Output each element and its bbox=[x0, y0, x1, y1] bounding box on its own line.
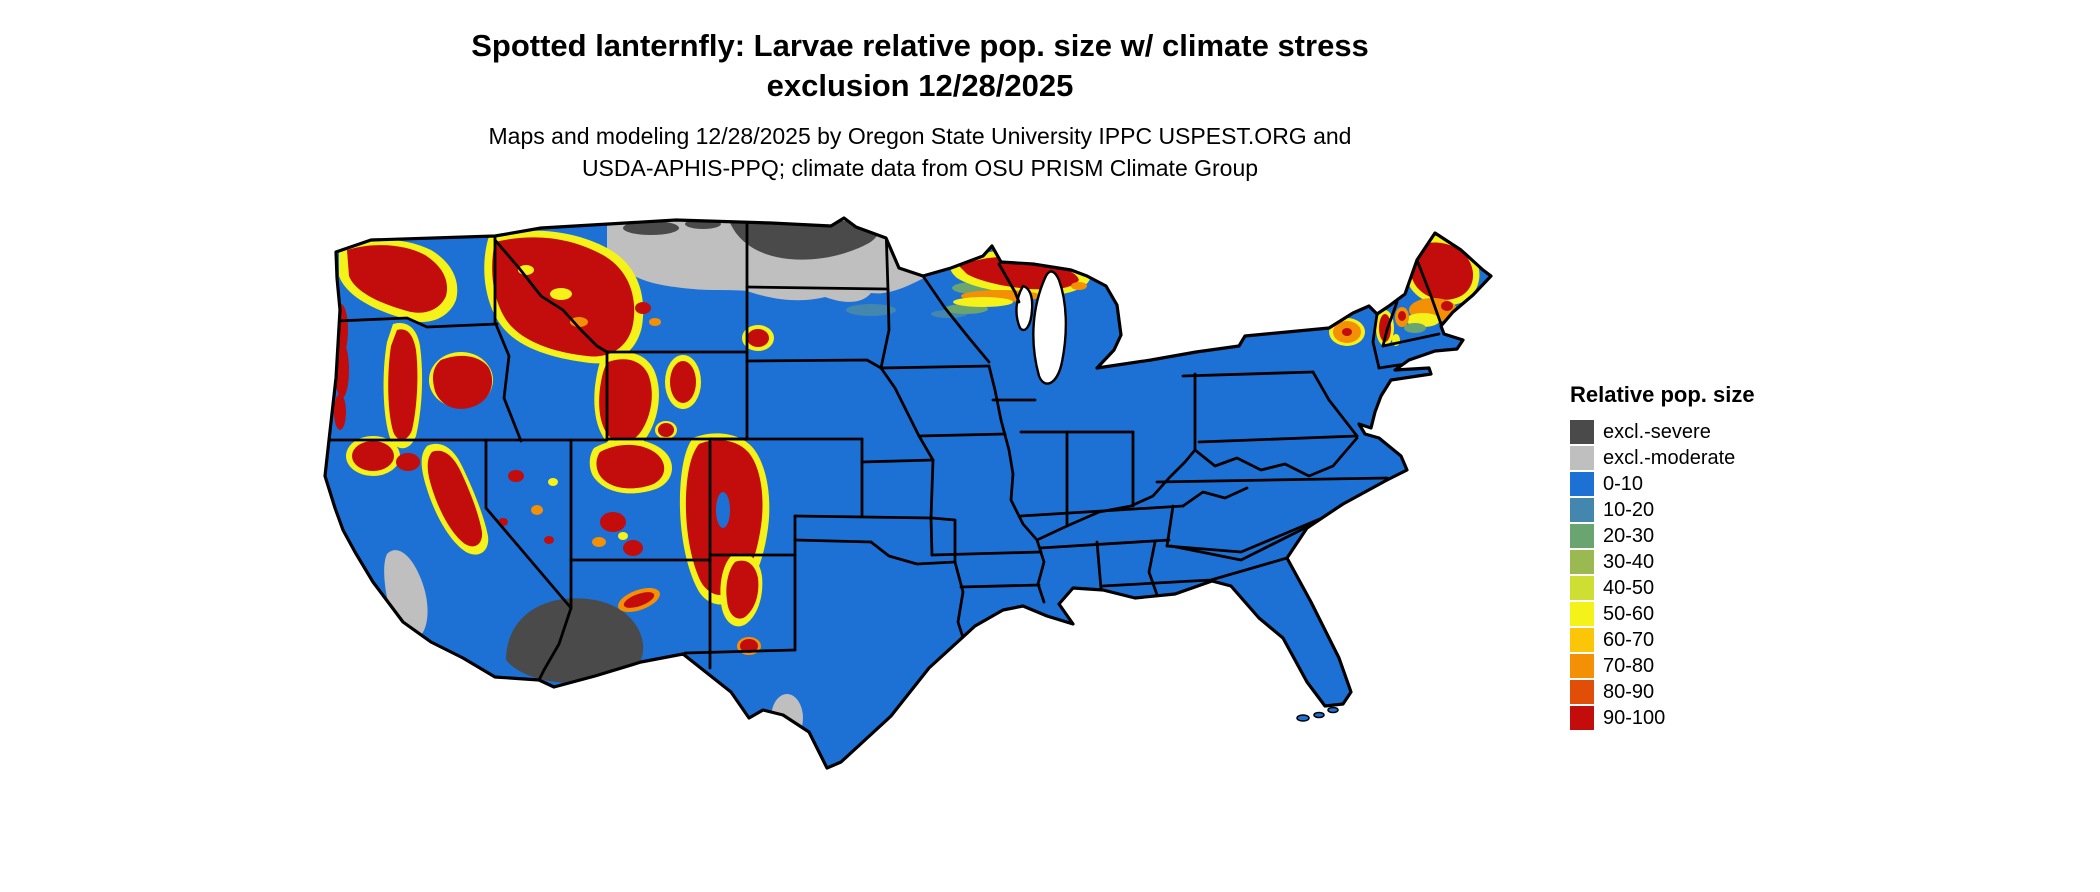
region-south-park-valley bbox=[716, 492, 730, 528]
legend-row: 40-50 bbox=[1570, 576, 1810, 600]
region-montana-front-orange bbox=[649, 318, 661, 326]
legend-swatch bbox=[1570, 706, 1594, 730]
region-nevada-speck bbox=[531, 505, 543, 515]
subtitle-line-1: Maps and modeling 12/28/2025 by Oregon S… bbox=[488, 123, 1352, 149]
legend-swatch bbox=[1570, 524, 1594, 548]
legend-swatch bbox=[1570, 654, 1594, 678]
region-mogollon-red bbox=[623, 592, 655, 608]
legend-label: 0-10 bbox=[1603, 473, 1644, 495]
legend-row: 50-60 bbox=[1570, 602, 1810, 626]
legend-row: 70-80 bbox=[1570, 654, 1810, 678]
region-black-hills-red bbox=[747, 329, 769, 347]
region-oregon-coast-red bbox=[334, 394, 346, 430]
region-white-mtns-red bbox=[1398, 311, 1406, 321]
region-south-utah-red bbox=[600, 512, 626, 532]
legend-swatch bbox=[1570, 602, 1594, 626]
legend-swatch bbox=[1570, 550, 1594, 574]
legend-label: excl.-moderate bbox=[1603, 447, 1736, 469]
region-bighorn-red bbox=[670, 361, 696, 403]
legend-label: 30-40 bbox=[1603, 551, 1655, 573]
region-upper-michigan-yellow bbox=[953, 297, 1013, 307]
legend-label: 60-70 bbox=[1603, 629, 1655, 651]
page-subtitle: Maps and modeling 12/28/2025 by Oregon S… bbox=[0, 120, 1840, 184]
region-uinta-wasatch-red bbox=[596, 444, 665, 489]
us-base-fill bbox=[325, 218, 1491, 768]
legend-row: 30-40 bbox=[1570, 550, 1810, 574]
legend-swatch bbox=[1570, 420, 1594, 444]
legend-swatch bbox=[1570, 680, 1594, 704]
us-outline bbox=[323, 216, 1493, 770]
us-map-figure bbox=[311, 210, 1521, 883]
legend-label: 40-50 bbox=[1603, 577, 1655, 599]
legend-swatch bbox=[1570, 446, 1594, 470]
legend-row: 0-10 bbox=[1570, 472, 1810, 496]
region-blue-mountains-red bbox=[433, 355, 493, 409]
region-yellowstone-red bbox=[599, 359, 652, 443]
region-south-utah-yellow bbox=[618, 532, 628, 540]
legend-label: excl.-severe bbox=[1603, 421, 1711, 443]
region-maine-red bbox=[1409, 242, 1474, 300]
florida-key bbox=[1313, 711, 1325, 719]
region-sierra-nevada-red bbox=[427, 450, 483, 547]
legend-label: 20-30 bbox=[1603, 525, 1655, 547]
region-adirondacks-red bbox=[1342, 328, 1352, 336]
region-nevada-speck bbox=[548, 478, 558, 486]
region-shasta-red bbox=[396, 453, 420, 471]
fringe-minnesota-teal bbox=[846, 304, 896, 316]
legend-row: excl.-moderate bbox=[1570, 446, 1810, 470]
region-dakota-minnesota-severe bbox=[729, 220, 881, 260]
legend-swatch bbox=[1570, 628, 1594, 652]
legend-row: 60-70 bbox=[1570, 628, 1810, 652]
legend-row: excl.-severe bbox=[1570, 420, 1810, 444]
header: Spotted lanternfly: Larvae relative pop.… bbox=[0, 26, 1840, 184]
region-michigan-tip-orange bbox=[1071, 282, 1087, 290]
title-line-1: Spotted lanternfly: Larvae relative pop.… bbox=[471, 28, 1369, 63]
region-montana-front-red bbox=[635, 302, 651, 314]
green-bay bbox=[1015, 284, 1034, 332]
legend-swatch bbox=[1570, 498, 1594, 522]
legend-row: 20-30 bbox=[1570, 524, 1810, 548]
legend-entries: excl.-severe excl.-moderate 0-10 10-20 bbox=[1570, 420, 1810, 730]
region-southwest-desert-severe bbox=[506, 598, 644, 684]
region-oregon-cascades-red bbox=[388, 329, 418, 440]
legend-label: 70-80 bbox=[1603, 655, 1655, 677]
florida-keys bbox=[1296, 706, 1339, 722]
legend-title: Relative pop. size bbox=[1570, 382, 1755, 407]
florida-key bbox=[1296, 714, 1310, 722]
state-borders bbox=[327, 220, 1443, 682]
region-sacramento-mtns-red bbox=[740, 639, 758, 653]
legend-swatch bbox=[1570, 576, 1594, 600]
legend-swatch bbox=[1570, 472, 1594, 496]
region-nevada-speck bbox=[508, 470, 524, 482]
florida-key bbox=[1327, 706, 1339, 714]
region-sangre-de-cristo-red bbox=[726, 560, 759, 619]
region-south-utah-red bbox=[623, 540, 643, 556]
lake-michigan bbox=[1032, 270, 1068, 385]
page-title: Spotted lanternfly: Larvae relative pop.… bbox=[0, 26, 1840, 106]
legend-label: 90-100 bbox=[1603, 707, 1666, 729]
region-medicine-bow-red bbox=[658, 423, 674, 437]
legend-row: 80-90 bbox=[1570, 680, 1810, 704]
region-south-utah-orange bbox=[592, 537, 606, 547]
legend-row: 90-100 bbox=[1570, 706, 1810, 730]
legend-row: 10-20 bbox=[1570, 498, 1810, 522]
legend-label: 10-20 bbox=[1603, 499, 1655, 521]
legend-label: 50-60 bbox=[1603, 603, 1655, 625]
region-green-mtns-red bbox=[1379, 314, 1391, 342]
region-idaho-valley-speck bbox=[550, 288, 572, 300]
legend: Relative pop. size excl.-severe excl.-mo… bbox=[1570, 382, 1810, 732]
us-map-svg bbox=[323, 216, 1493, 770]
region-washington-red bbox=[347, 245, 448, 313]
region-nevada-speck bbox=[544, 536, 554, 544]
region-maine-central-green bbox=[1404, 323, 1426, 333]
region-klamath-red bbox=[352, 441, 394, 471]
legend-label: 80-90 bbox=[1603, 681, 1655, 703]
region-montana-severe-speck bbox=[623, 221, 679, 235]
title-line-2: exclusion 12/28/2025 bbox=[766, 68, 1074, 103]
subtitle-line-2: USDA-APHIS-PPQ; climate data from OSU PR… bbox=[581, 155, 1259, 181]
great-lakes bbox=[1015, 270, 1068, 385]
region-maine-speck-red bbox=[1441, 301, 1453, 311]
